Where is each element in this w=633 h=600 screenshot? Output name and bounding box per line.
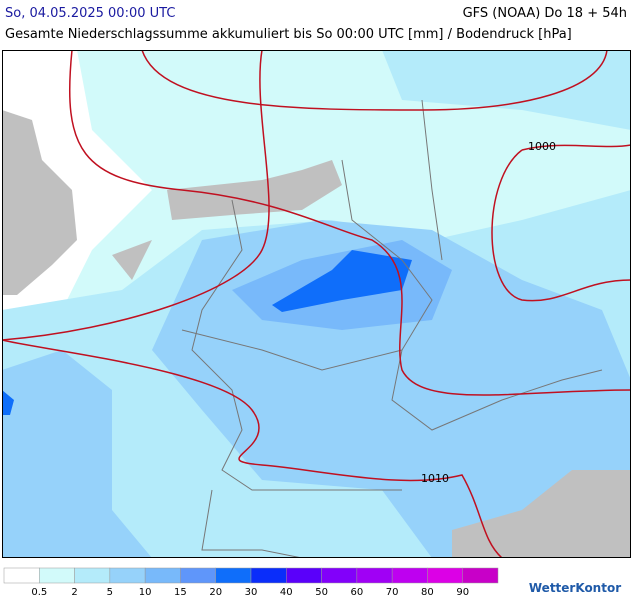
legend: WetterKontor 0.5 2 5 10 15 20 30 40 50 60 70 80 90 — [3, 567, 621, 598]
model-run: GFS (NOAA) Do 18 + 54h — [462, 6, 627, 21]
legend-label: 60 — [350, 587, 363, 598]
legend-label: 80 — [421, 587, 434, 598]
legend-label: 20 — [209, 587, 222, 598]
legend-label: 30 — [245, 587, 258, 598]
legend-swatch — [391, 567, 428, 584]
land-coast — [167, 160, 342, 220]
legend-label: 70 — [386, 587, 399, 598]
legend-swatch — [427, 567, 463, 584]
map-frame — [2, 50, 631, 558]
precip-area — [382, 50, 631, 130]
legend-swatch — [74, 567, 111, 584]
isobar-label: 1010 — [421, 472, 449, 485]
date: So, 04.05.2025 00:00 UTC — [5, 6, 176, 21]
precip-area — [2, 350, 152, 558]
land-uk — [2, 110, 77, 295]
borders — [181, 99, 603, 558]
land-south — [452, 470, 631, 558]
legend-label: 2 — [71, 587, 77, 598]
legend-swatch — [462, 567, 499, 584]
isobars — [2, 50, 631, 558]
legend-swatch — [3, 567, 40, 584]
legend-swatch — [180, 567, 216, 584]
legend-swatch — [109, 567, 146, 584]
land — [112, 240, 152, 280]
legend-swatch — [39, 567, 75, 584]
legend-swatch — [250, 567, 287, 584]
legend-label: 90 — [456, 587, 469, 598]
legend-swatch — [144, 567, 181, 584]
legend-swatch — [215, 567, 252, 584]
isobar-label: 1000 — [528, 140, 556, 153]
logo: WetterKontor — [529, 581, 621, 595]
map: 1000 1010 — [2, 50, 631, 558]
precip-area — [2, 390, 14, 415]
legend-swatch — [321, 567, 358, 584]
legend-label: 0.5 — [31, 587, 47, 598]
legend-swatch — [286, 567, 322, 584]
precip-area — [272, 250, 412, 312]
legend-label: 5 — [107, 587, 113, 598]
legend-label: 15 — [174, 587, 187, 598]
legend-swatch — [356, 567, 393, 584]
legend-label: 50 — [315, 587, 328, 598]
subtitle: Gesamte Niederschlagssumme akkumuliert b… — [5, 27, 572, 42]
legend-label: 40 — [280, 587, 293, 598]
legend-label: 10 — [139, 587, 152, 598]
